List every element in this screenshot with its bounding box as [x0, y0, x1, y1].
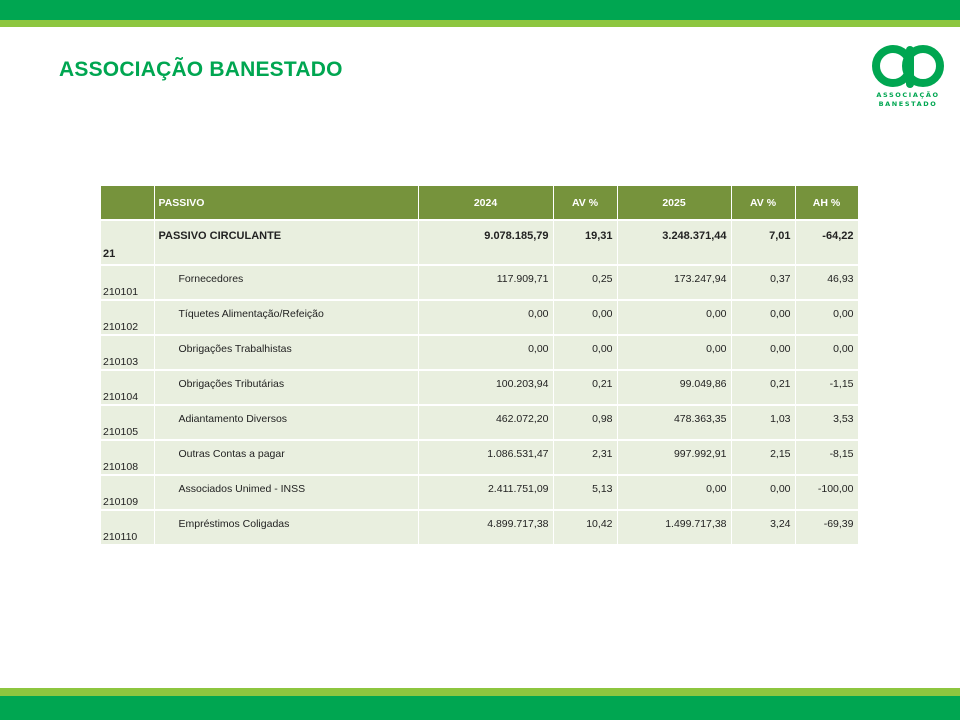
table-header-row: PASSIVO 2024 AV % 2025 AV % AH % — [101, 186, 859, 221]
group-name: PASSIVO CIRCULANTE — [154, 220, 419, 266]
row-code: 210103 — [101, 335, 155, 371]
ab-logo-icon — [872, 45, 944, 88]
table-row: 210103 Obrigações Trabalhistas 0,00 0,00… — [101, 335, 859, 371]
row-value-2024: 2.411.751,09 — [418, 475, 554, 511]
row-av-2025: 0,21 — [731, 370, 796, 406]
row-value-2024: 100.203,94 — [418, 370, 554, 406]
row-av-2025: 3,24 — [731, 510, 796, 546]
row-code: 210105 — [101, 405, 155, 441]
row-value-2025: 99.049,86 — [617, 370, 732, 406]
bottom-band-light — [0, 688, 960, 696]
header-2024: 2024 — [418, 186, 554, 221]
row-value-2025: 173.247,94 — [617, 265, 732, 301]
group-value-2024: 9.078.185,79 — [418, 220, 554, 266]
row-av-2024: 0,25 — [553, 265, 618, 301]
row-name: Adiantamento Diversos — [154, 405, 419, 441]
row-value-2024: 462.072,20 — [418, 405, 554, 441]
table-row: 210108 Outras Contas a pagar 1.086.531,4… — [101, 440, 859, 476]
row-name: Obrigações Tributárias — [154, 370, 419, 406]
row-av-2024: 2,31 — [553, 440, 618, 476]
row-value-2024: 1.086.531,47 — [418, 440, 554, 476]
header-ah: AH % — [795, 186, 859, 221]
row-ah: 3,53 — [795, 405, 859, 441]
row-value-2024: 0,00 — [418, 335, 554, 371]
group-av-2024: 19,31 — [553, 220, 618, 266]
table-row: 210109 Associados Unimed - INSS 2.411.75… — [101, 475, 859, 511]
row-name: Outras Contas a pagar — [154, 440, 419, 476]
row-value-2024: 0,00 — [418, 300, 554, 336]
row-value-2025: 1.499.717,38 — [617, 510, 732, 546]
row-av-2025: 0,00 — [731, 475, 796, 511]
logo-text-line2: BANESTADO — [878, 100, 938, 108]
row-name: Fornecedores — [154, 265, 419, 301]
table-row: 210101 Fornecedores 117.909,71 0,25 173.… — [101, 265, 859, 301]
row-code: 210102 — [101, 300, 155, 336]
passivo-table: PASSIVO 2024 AV % 2025 AV % AH % 21 PASS… — [101, 186, 859, 546]
row-code: 210109 — [101, 475, 155, 511]
row-name: Tíquetes Alimentação/Refeição — [154, 300, 419, 336]
row-ah: 0,00 — [795, 300, 859, 336]
table-row: 210102 Tíquetes Alimentação/Refeição 0,0… — [101, 300, 859, 336]
row-ah: -1,15 — [795, 370, 859, 406]
row-ah: 46,93 — [795, 265, 859, 301]
row-av-2024: 0,21 — [553, 370, 618, 406]
row-name: Empréstimos Coligadas — [154, 510, 419, 546]
row-av-2025: 0,00 — [731, 300, 796, 336]
header-passivo: PASSIVO — [154, 186, 419, 221]
row-ah: -100,00 — [795, 475, 859, 511]
association-logo: ASSOCIAÇÃO BANESTADO — [868, 38, 948, 110]
logo-text-line1: ASSOCIAÇÃO — [876, 91, 940, 99]
page-title: ASSOCIAÇÃO BANESTADO — [59, 58, 343, 81]
group-code: 21 — [101, 220, 155, 266]
row-av-2024: 10,42 — [553, 510, 618, 546]
row-value-2025: 0,00 — [617, 475, 732, 511]
group-row: 21 PASSIVO CIRCULANTE 9.078.185,79 19,31… — [101, 220, 859, 266]
header-2025: 2025 — [617, 186, 732, 221]
row-name: Associados Unimed - INSS — [154, 475, 419, 511]
row-av-2025: 0,37 — [731, 265, 796, 301]
table-row: 210110 Empréstimos Coligadas 4.899.717,3… — [101, 510, 859, 546]
table-row: 210104 Obrigações Tributárias 100.203,94… — [101, 370, 859, 406]
row-av-2024: 0,00 — [553, 300, 618, 336]
bottom-band-dark — [0, 696, 960, 720]
row-value-2025: 0,00 — [617, 335, 732, 371]
header-code — [101, 186, 155, 221]
row-av-2025: 1,03 — [731, 405, 796, 441]
row-value-2024: 117.909,71 — [418, 265, 554, 301]
row-name: Obrigações Trabalhistas — [154, 335, 419, 371]
row-av-2024: 5,13 — [553, 475, 618, 511]
group-value-2025: 3.248.371,44 — [617, 220, 732, 266]
row-value-2025: 0,00 — [617, 300, 732, 336]
row-av-2025: 0,00 — [731, 335, 796, 371]
header-av-2024: AV % — [553, 186, 618, 221]
row-av-2024: 0,98 — [553, 405, 618, 441]
group-ah: -64,22 — [795, 220, 859, 266]
row-ah: -8,15 — [795, 440, 859, 476]
row-code: 210104 — [101, 370, 155, 406]
top-band-light — [0, 20, 960, 27]
row-av-2024: 0,00 — [553, 335, 618, 371]
row-ah: 0,00 — [795, 335, 859, 371]
row-code: 210101 — [101, 265, 155, 301]
top-band-dark — [0, 0, 960, 20]
row-code: 210108 — [101, 440, 155, 476]
row-value-2025: 997.992,91 — [617, 440, 732, 476]
group-av-2025: 7,01 — [731, 220, 796, 266]
row-value-2025: 478.363,35 — [617, 405, 732, 441]
header-av-2025: AV % — [731, 186, 796, 221]
row-value-2024: 4.899.717,38 — [418, 510, 554, 546]
row-code: 210110 — [101, 510, 155, 546]
row-av-2025: 2,15 — [731, 440, 796, 476]
table-row: 210105 Adiantamento Diversos 462.072,20 … — [101, 405, 859, 441]
row-ah: -69,39 — [795, 510, 859, 546]
